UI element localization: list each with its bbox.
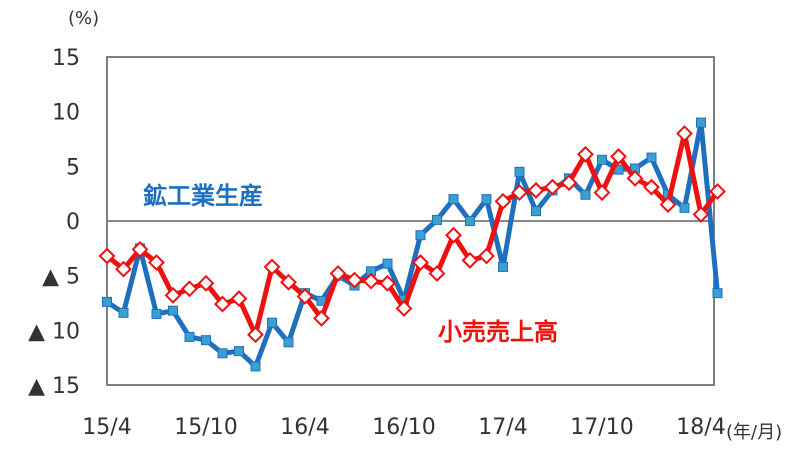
series-label-retail-sales: 小売売上高 bbox=[438, 318, 558, 346]
data-point-retail-sales bbox=[214, 295, 231, 313]
data-point-retail-sales bbox=[643, 178, 660, 196]
data-point-mining-production bbox=[531, 206, 541, 217]
data-point-retail-sales bbox=[494, 192, 512, 210]
data-point-retail-sales bbox=[379, 274, 396, 292]
data-point-retail-sales bbox=[445, 226, 462, 244]
y-tick-label: ▲ 10 bbox=[28, 319, 80, 344]
x-tick-label: 15/4 bbox=[82, 415, 131, 440]
y-tick-label: ▲ 15 bbox=[28, 374, 80, 399]
y-axis-unit: (%) bbox=[68, 8, 99, 29]
data-point-retail-sales bbox=[511, 184, 528, 201]
data-point-retail-sales bbox=[263, 258, 281, 276]
series-mining-production bbox=[102, 117, 723, 372]
series-line-retail-sales bbox=[105, 131, 720, 338]
data-point-mining-production bbox=[283, 337, 294, 348]
data-point-mining-production bbox=[168, 305, 178, 316]
data-point-mining-production bbox=[267, 317, 277, 328]
data-point-retail-sales bbox=[296, 288, 314, 305]
series-retail-sales bbox=[98, 125, 726, 344]
data-point-retail-sales bbox=[115, 260, 132, 278]
data-point-retail-sales bbox=[131, 241, 149, 258]
x-axis-unit: (年/月) bbox=[726, 422, 782, 443]
data-point-mining-production bbox=[465, 216, 475, 226]
data-point-mining-production bbox=[696, 117, 706, 128]
data-point-retail-sales bbox=[247, 326, 264, 344]
data-point-retail-sales bbox=[412, 254, 429, 271]
data-point-mining-production bbox=[679, 202, 690, 213]
data-point-retail-sales bbox=[478, 247, 495, 265]
y-tick-label: 10 bbox=[52, 101, 80, 126]
x-tick-label: 16/10 bbox=[372, 415, 435, 440]
data-point-mining-production bbox=[102, 296, 112, 307]
x-tick-label: 16/4 bbox=[280, 415, 329, 440]
x-tick-label: 17/4 bbox=[478, 415, 527, 440]
data-point-mining-production bbox=[481, 194, 492, 205]
data-point-retail-sales bbox=[577, 145, 594, 163]
data-point-retail-sales bbox=[676, 125, 693, 142]
data-point-retail-sales bbox=[230, 290, 248, 308]
y-tick-label: 0 bbox=[66, 210, 80, 235]
data-point-retail-sales bbox=[527, 181, 545, 199]
data-point-mining-production bbox=[118, 307, 129, 318]
data-point-mining-production bbox=[646, 152, 657, 163]
x-tick-label: 18/4 bbox=[676, 415, 725, 440]
data-point-retail-sales bbox=[692, 206, 710, 223]
data-point-retail-sales bbox=[395, 300, 413, 317]
data-point-retail-sales bbox=[461, 251, 479, 269]
data-point-mining-production bbox=[201, 335, 211, 346]
data-point-retail-sales bbox=[593, 184, 611, 201]
data-point-retail-sales bbox=[544, 178, 561, 196]
data-point-retail-sales bbox=[98, 247, 116, 265]
data-point-retail-sales bbox=[560, 174, 578, 192]
data-point-mining-production bbox=[184, 331, 195, 342]
data-point-mining-production bbox=[498, 261, 508, 272]
data-point-retail-sales bbox=[626, 169, 644, 187]
data-point-mining-production bbox=[597, 154, 607, 165]
series-line-mining-production bbox=[105, 120, 720, 369]
data-point-retail-sales bbox=[164, 286, 182, 304]
x-tick-label: 15/10 bbox=[174, 415, 237, 440]
data-point-retail-sales bbox=[280, 273, 297, 291]
y-axis-tick-labels: 15 10 5 0 ▲ 5 ▲ 10 ▲ 15 bbox=[28, 46, 80, 399]
y-tick-label: 15 bbox=[52, 46, 80, 71]
data-point-retail-sales bbox=[148, 254, 165, 271]
data-point-mining-production bbox=[217, 348, 228, 359]
data-point-retail-sales bbox=[709, 183, 726, 200]
series-label-mining-production: 鉱工業生産 bbox=[143, 182, 263, 210]
data-point-retail-sales bbox=[313, 309, 330, 327]
data-point-mining-production bbox=[448, 194, 459, 205]
data-point-mining-production bbox=[432, 214, 442, 225]
data-point-mining-production bbox=[514, 166, 525, 177]
data-point-retail-sales bbox=[610, 148, 627, 165]
data-point-retail-sales bbox=[362, 272, 380, 290]
data-point-mining-production bbox=[712, 288, 723, 299]
data-point-mining-production bbox=[250, 361, 261, 372]
data-point-retail-sales bbox=[197, 274, 215, 292]
data-point-mining-production bbox=[234, 346, 244, 357]
data-point-mining-production bbox=[382, 258, 393, 269]
x-tick-label: 17/10 bbox=[570, 415, 633, 440]
data-point-retail-sales bbox=[346, 271, 363, 289]
data-point-retail-sales bbox=[428, 265, 446, 282]
data-point-mining-production bbox=[580, 189, 591, 200]
data-point-retail-sales bbox=[659, 196, 677, 214]
data-point-mining-production bbox=[151, 308, 162, 319]
y-tick-label: ▲ 5 bbox=[42, 265, 80, 290]
data-point-mining-production bbox=[415, 230, 426, 241]
series-layer bbox=[98, 117, 726, 372]
y-tick-label: 5 bbox=[66, 155, 80, 180]
data-point-retail-sales bbox=[181, 280, 198, 298]
x-axis-tick-labels: 15/4 15/10 16/4 16/10 17/4 17/10 18/4 bbox=[82, 415, 725, 440]
data-point-retail-sales bbox=[329, 265, 347, 282]
